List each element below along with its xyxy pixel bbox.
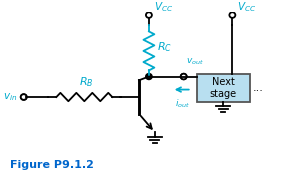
Bar xyxy=(197,74,250,102)
Circle shape xyxy=(146,74,152,79)
Text: $v_{\mathregular{in}}$: $v_{\mathregular{in}}$ xyxy=(3,91,18,103)
Circle shape xyxy=(181,74,186,79)
Text: ...: ... xyxy=(253,83,264,93)
Text: $V_{CC}$: $V_{CC}$ xyxy=(154,0,173,14)
Text: Figure P9.1.2: Figure P9.1.2 xyxy=(10,160,94,170)
Text: $R_B$: $R_B$ xyxy=(79,75,94,89)
Text: Next
stage: Next stage xyxy=(210,77,237,98)
Text: $R_C$: $R_C$ xyxy=(157,40,172,54)
Text: $i_{\mathregular{out}}$: $i_{\mathregular{out}}$ xyxy=(175,97,190,110)
Circle shape xyxy=(21,95,26,99)
Text: $v_{\mathregular{out}}$: $v_{\mathregular{out}}$ xyxy=(186,57,203,67)
Text: $V_{CC}$: $V_{CC}$ xyxy=(237,0,257,14)
